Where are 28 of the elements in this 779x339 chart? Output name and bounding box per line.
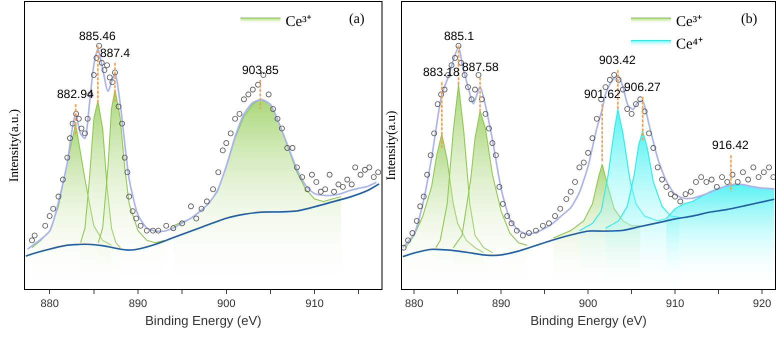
x-tick-label: 880 [40,298,59,310]
x-axis-title: Binding Energy (eV) [530,312,647,328]
annotation: 887.4 [100,46,130,60]
x-axis-title: Binding Energy (eV) [145,312,262,328]
annotation: 885.1 [444,29,474,43]
x-tick-label: 920 [752,298,772,310]
annotation: 887.58 [462,60,500,74]
x-tick-label: 890 [492,298,510,310]
annotation: 901.62 [584,87,622,101]
legend-label: Ce³⁺ [676,14,702,30]
x-tick-label: 910 [305,298,324,310]
chart-title: (b) [741,12,758,27]
annotation: 916.42 [712,138,750,152]
annotation: 903.85 [242,63,280,77]
annotation: 903.42 [599,53,636,67]
x-tick-label: 900 [217,298,236,310]
x-tick-label: 890 [128,298,148,310]
annotation: 906.27 [624,80,662,94]
legend-label: Ce³⁺ [285,14,312,30]
annotation: 885.46 [79,29,116,43]
x-tick-label: 880 [404,298,424,310]
chart-title: (a) [349,12,365,27]
annotation: 883.18 [423,65,460,79]
y-axis-title: Intensity(a.u.) [6,109,21,182]
y-axis-title: Intensity(a.u) [382,110,398,180]
x-tick-label: 900 [578,298,598,310]
legend-label: Ce⁴⁺ [676,36,703,52]
x-tick-label: 910 [666,298,684,310]
